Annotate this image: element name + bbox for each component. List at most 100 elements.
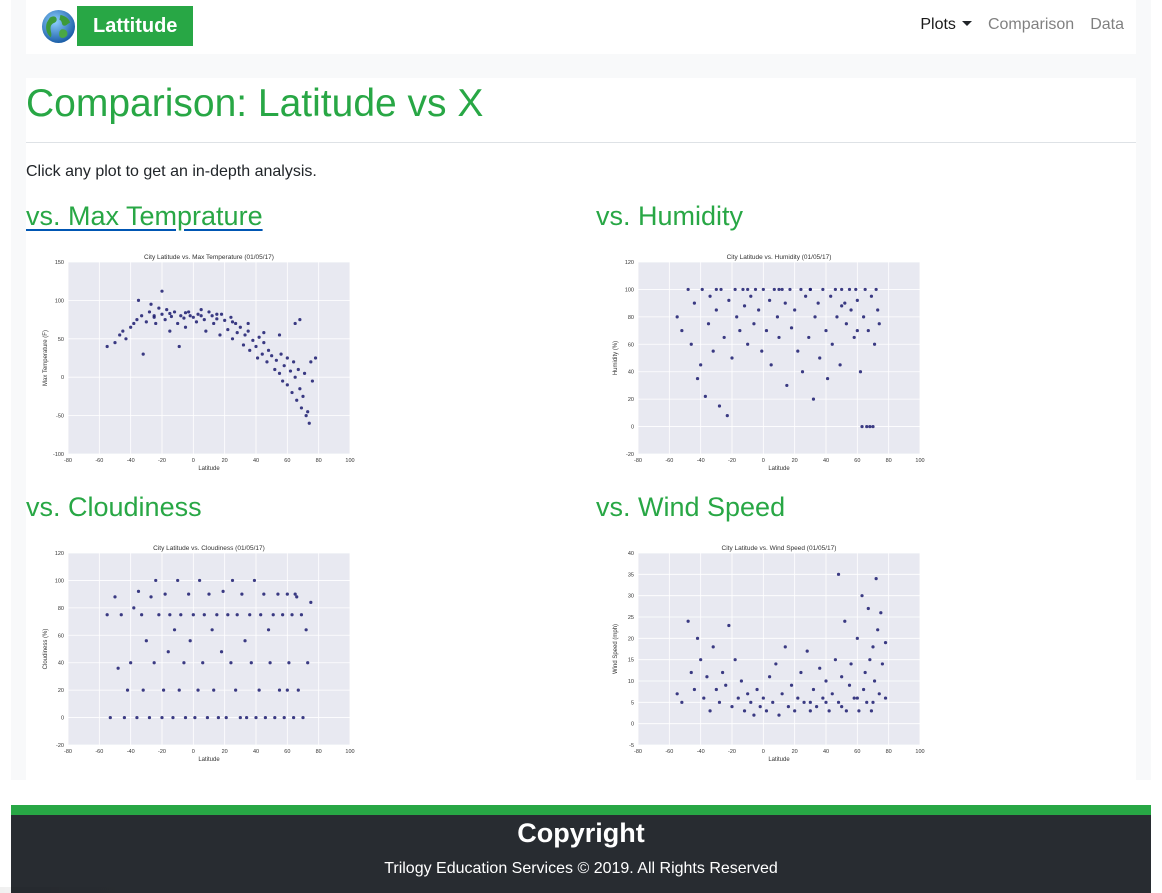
x-tick-label: -80 [64, 749, 72, 755]
data-point [266, 628, 271, 632]
data-point [855, 328, 859, 333]
data-point [230, 337, 235, 341]
data-point [149, 595, 153, 599]
data-point [262, 341, 266, 345]
data-point [271, 613, 275, 617]
data-point [263, 715, 267, 720]
data-point [176, 578, 180, 583]
data-point [290, 390, 294, 395]
plot-heading-max-temp[interactable]: vs. Max Temprature [26, 201, 263, 231]
data-point [753, 287, 758, 292]
data-point [755, 687, 759, 692]
y-tick-label: 40 [628, 551, 634, 557]
data-point [188, 639, 192, 643]
data-point [204, 329, 208, 333]
data-point [248, 348, 252, 352]
chart-max-temp[interactable]: City Latitude vs. Max Temperature (01/05… [38, 252, 378, 477]
data-point [768, 675, 772, 679]
chart-wind-speed[interactable]: City Latitude vs. Wind Speed (01/05/17) -… [608, 543, 948, 768]
data-point [825, 376, 830, 381]
data-point [160, 312, 164, 316]
y-tick-label: -20 [56, 743, 64, 749]
data-point [152, 661, 156, 665]
data-point [183, 715, 188, 720]
data-point [785, 383, 789, 388]
data-point [257, 335, 261, 339]
y-tick-label: 20 [58, 688, 64, 694]
x-tick-label: 0 [192, 749, 195, 755]
data-point [796, 349, 800, 353]
data-point [711, 645, 715, 649]
data-point [811, 687, 816, 692]
data-point [699, 658, 703, 662]
data-point [818, 356, 822, 360]
data-point [302, 371, 307, 375]
data-point [789, 326, 794, 330]
data-point [843, 619, 847, 623]
data-point [119, 613, 123, 617]
data-point [777, 335, 781, 340]
data-point [774, 662, 778, 666]
x-tick-label: -60 [95, 458, 103, 464]
data-point [752, 713, 756, 717]
data-point [157, 306, 161, 310]
y-tick-label: 100 [55, 578, 64, 584]
data-point [769, 363, 773, 367]
globe-icon[interactable] [41, 9, 76, 44]
footer-stripe [11, 805, 1151, 815]
data-point [218, 333, 222, 337]
data-point [249, 661, 253, 665]
y-tick-label: 30 [628, 594, 634, 600]
nav-plots-dropdown[interactable]: Plots [920, 16, 972, 34]
data-point [196, 688, 200, 692]
data-point [730, 705, 734, 709]
x-tick-label: -60 [665, 749, 673, 755]
data-point [708, 294, 712, 298]
data-point [862, 687, 866, 692]
data-point [840, 287, 844, 292]
nav-data[interactable]: Data [1090, 16, 1124, 33]
data-point [735, 315, 739, 319]
data-point [862, 315, 866, 319]
data-point [299, 406, 304, 410]
data-point [219, 312, 224, 316]
x-tick-label: 80 [886, 458, 892, 464]
data-point [793, 308, 797, 312]
data-point [293, 321, 297, 326]
data-point [124, 337, 128, 341]
data-point [129, 325, 133, 329]
data-point [830, 342, 834, 346]
data-point [838, 363, 842, 367]
data-point [805, 649, 809, 653]
data-point [733, 658, 737, 662]
nav-comparison[interactable]: Comparison [987, 16, 1075, 33]
data-point [830, 692, 834, 696]
data-point [714, 308, 718, 312]
data-point [118, 333, 122, 337]
data-point [764, 328, 769, 333]
data-point [855, 636, 859, 640]
chart-title: City Latitude vs. Wind Speed (01/05/17) [722, 545, 837, 552]
data-point [772, 287, 776, 292]
x-tick-label: 80 [316, 458, 322, 464]
data-point [727, 623, 731, 628]
data-point [141, 352, 145, 356]
chart-humidity[interactable]: City Latitude vs. Humidity (01/05/17) -80… [608, 252, 948, 477]
data-point [152, 314, 156, 318]
data-point [215, 613, 219, 617]
data-point [758, 705, 762, 709]
data-point [874, 577, 878, 581]
main-container: Comparison: Latitude vs X Click any plot… [26, 78, 1136, 780]
data-point [166, 650, 170, 654]
data-point [160, 715, 164, 720]
x-tick-label: -40 [697, 749, 705, 755]
data-point [147, 715, 152, 720]
data-point [863, 670, 867, 675]
y-tick-label: -20 [626, 452, 634, 458]
data-point [824, 700, 828, 704]
data-point [808, 709, 812, 713]
chart-cloudiness[interactable]: City Latitude vs. Cloudiness (01/05/17) -… [38, 543, 378, 768]
x-tick-label: 60 [284, 458, 290, 464]
data-point [212, 688, 216, 692]
brand-logo[interactable]: Lattitude [77, 6, 194, 46]
